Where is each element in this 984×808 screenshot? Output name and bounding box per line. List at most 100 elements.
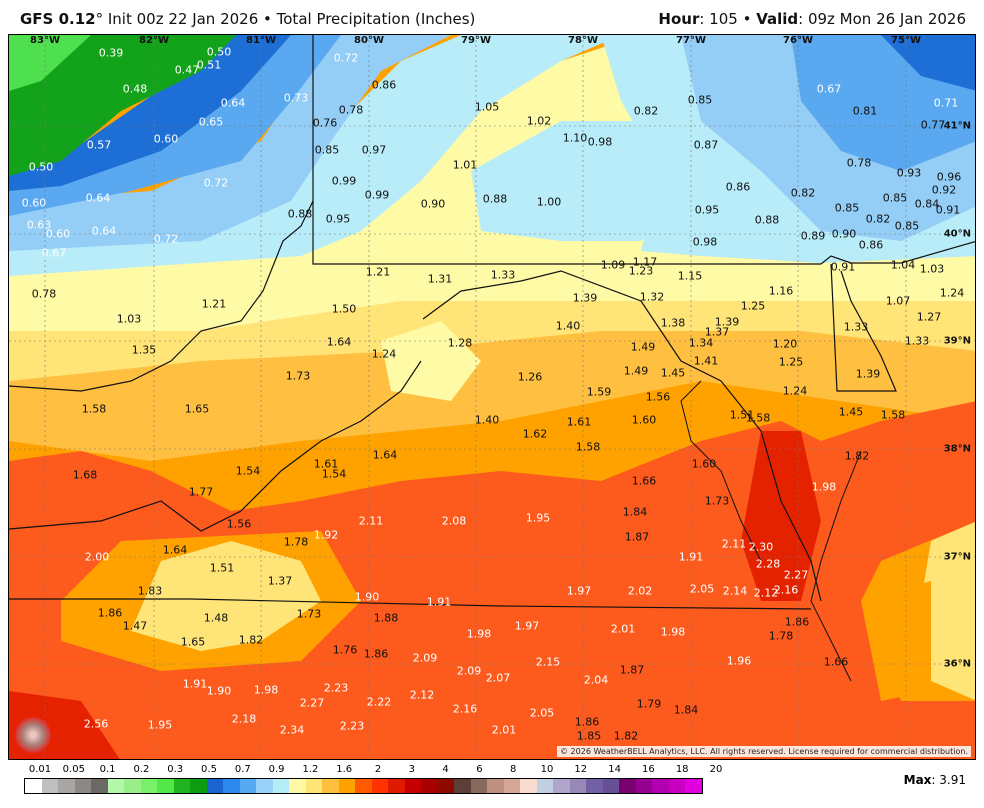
precip-value-label: 1.54 (235, 464, 261, 478)
precip-value-label: 1.24 (782, 384, 808, 398)
precip-value-label: 1.95 (525, 511, 551, 525)
precip-value-label: 1.98 (660, 625, 686, 639)
precip-value-label: 0.98 (692, 235, 718, 249)
legend-swatch (685, 779, 702, 793)
precip-value-label: 2.16 (773, 583, 799, 597)
precip-value-label: 1.27 (916, 310, 942, 324)
legend-swatch (289, 779, 306, 793)
longitude-label: 80°W (354, 35, 384, 46)
precip-value-label: 2.04 (583, 673, 609, 687)
precip-value-label: 1.25 (740, 299, 766, 313)
precip-value-label: 0.71 (933, 96, 959, 110)
longitude-label: 77°W (676, 35, 706, 46)
precip-value-label: 2.09 (412, 651, 438, 665)
map-title: GFS 0.12° Init 00z 22 Jan 2026 • Total P… (20, 10, 475, 28)
border-pa (312, 35, 821, 265)
precipitation-map[interactable]: © 2026 WeatherBELL Analytics, LLC. All r… (8, 34, 976, 760)
border-wv-ky (9, 360, 422, 532)
precip-value-label: 1.82 (613, 729, 639, 743)
legend-tick-label: 4 (442, 764, 449, 775)
precip-value-label: 1.17 (632, 255, 658, 269)
precip-value-label: 1.24 (371, 347, 397, 361)
precip-value-label: 2.07 (485, 671, 511, 685)
longitude-label: 78°W (568, 35, 598, 46)
precip-value-label: 1.78 (283, 535, 309, 549)
precip-value-label: 1.61 (313, 457, 339, 471)
legend-swatch (74, 779, 91, 793)
precip-value-label: 1.56 (645, 390, 671, 404)
legend-swatch (652, 779, 669, 793)
precip-value-label: 1.33 (843, 320, 869, 334)
legend-tick-label: 0.5 (201, 764, 217, 775)
legend-swatch (371, 779, 388, 793)
precip-value-label: 1.15 (677, 269, 703, 283)
precip-value-label: 0.96 (936, 170, 962, 184)
precip-value-label: 1.21 (201, 297, 227, 311)
precip-value-label: 2.23 (323, 681, 349, 695)
precip-value-label: 1.04 (890, 258, 916, 272)
legend-swatch (520, 779, 537, 793)
precip-value-label: 2.05 (689, 582, 715, 596)
precip-value-label: 1.32 (639, 290, 665, 304)
model-name: GFS 0.12 (20, 10, 96, 28)
fill-blue-dark (881, 35, 975, 91)
hour-label: Hour (658, 10, 700, 28)
precip-value-label: 0.90 (420, 197, 446, 211)
color-legend (24, 778, 703, 794)
precip-value-label: 1.85 (576, 729, 602, 743)
precip-value-label: 0.91 (830, 260, 856, 274)
legend-swatch (619, 779, 636, 793)
precip-value-label: 2.27 (299, 696, 325, 710)
precip-value-label: 2.05 (529, 706, 555, 720)
precip-value-label: 1.39 (714, 315, 740, 329)
precip-value-label: 1.33 (904, 334, 930, 348)
precip-value-label: 0.64 (85, 191, 111, 205)
legend-tick-label: 10 (540, 764, 554, 775)
fill-blue-light (9, 35, 451, 251)
legend-swatch (338, 779, 355, 793)
fill-yellow-pale (381, 321, 481, 401)
legend-tick-label: 20 (709, 764, 723, 775)
precip-value-label: 1.60 (691, 457, 717, 471)
latitude-label: 38°N (943, 443, 971, 455)
precip-value-label: 2.30 (748, 540, 774, 554)
precip-value-label: 1.96 (726, 654, 752, 668)
max-label: Max (903, 773, 932, 787)
precip-value-label: 1.83 (137, 584, 163, 598)
border-oh-river (9, 200, 314, 392)
precip-value-label: 1.31 (427, 272, 453, 286)
precip-value-label: 0.60 (21, 196, 47, 210)
precip-value-label: 1.90 (354, 590, 380, 604)
fill-cyan (9, 35, 621, 276)
precip-value-label: 2.11 (721, 537, 747, 551)
precip-value-label: 1.37 (267, 574, 293, 588)
legend-swatch (140, 779, 157, 793)
precip-value-label: 1.76 (332, 643, 358, 657)
precip-value-label: 1.97 (566, 584, 592, 598)
precip-value-label: 0.63 (26, 218, 52, 232)
precip-value-label: 1.65 (184, 402, 210, 416)
precip-value-label: 0.60 (153, 132, 179, 146)
precip-value-label: 2.02 (627, 584, 653, 598)
legend-tick-label: 14 (608, 764, 621, 775)
precip-value-label: 0.85 (894, 219, 920, 233)
precip-value-label: 1.64 (326, 335, 352, 349)
precip-value-label: 0.67 (816, 82, 842, 96)
precip-value-label: 1.50 (331, 302, 357, 316)
precip-value-label: 1.98 (253, 683, 279, 697)
weatherbell-logo (15, 717, 51, 753)
precip-value-label: 0.73 (283, 91, 309, 105)
latitude-label: 40°N (943, 228, 971, 240)
precip-value-label: 0.86 (725, 180, 751, 194)
hour-value: : 105 • (699, 10, 757, 28)
copyright: © 2026 WeatherBELL Analytics, LLC. All r… (557, 746, 971, 757)
precip-value-label: 1.41 (693, 354, 719, 368)
precip-value-label: 0.81 (852, 104, 878, 118)
precip-value-label: 2.34 (279, 723, 305, 737)
legend-swatch (503, 779, 520, 793)
legend-tick-label: 0.05 (62, 764, 85, 775)
max-number: : 3.91 (931, 773, 966, 787)
precip-value-label: 0.95 (694, 203, 720, 217)
precip-value-label: 0.85 (882, 191, 908, 205)
precip-value-label: 0.76 (312, 116, 338, 130)
